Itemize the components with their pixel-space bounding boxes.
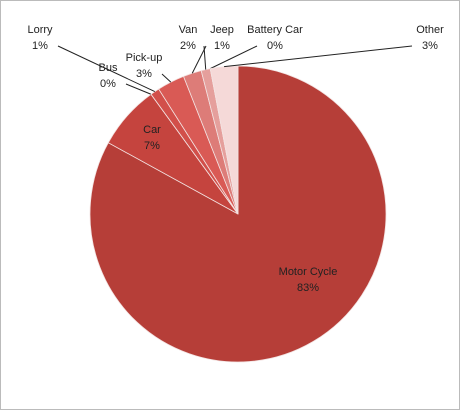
slice-value-label: 7%: [144, 140, 160, 152]
slice-category-label: Pick-up: [126, 52, 163, 64]
slice-category-label: Car: [143, 124, 161, 136]
slice-category-label: Motor Cycle: [279, 266, 338, 278]
slice-value-label: 3%: [136, 68, 152, 80]
slice-value-label: 83%: [297, 282, 319, 294]
slice-category-label: Jeep: [210, 24, 234, 36]
leader-line: [210, 45, 258, 70]
slice-category-label: Battery Car: [247, 24, 303, 36]
slice-category-label: Lorry: [27, 24, 53, 36]
slice-value-label: 2%: [180, 40, 196, 52]
slice-value-label: 1%: [214, 40, 230, 52]
slice-category-label: Van: [179, 24, 198, 36]
leader-line: [125, 83, 152, 95]
slice-category-label: Bus: [99, 62, 118, 74]
slice-value-label: 0%: [100, 78, 116, 90]
slice-category-label: Other: [416, 24, 444, 36]
leader-line: [57, 45, 156, 93]
slice-value-label: 3%: [422, 40, 438, 52]
slice-value-label: 1%: [32, 40, 48, 52]
slice-value-label: 0%: [267, 40, 283, 52]
leader-line: [191, 45, 207, 74]
leader-line: [224, 45, 413, 68]
leader-line: [203, 45, 207, 70]
leader-line: [161, 73, 172, 83]
